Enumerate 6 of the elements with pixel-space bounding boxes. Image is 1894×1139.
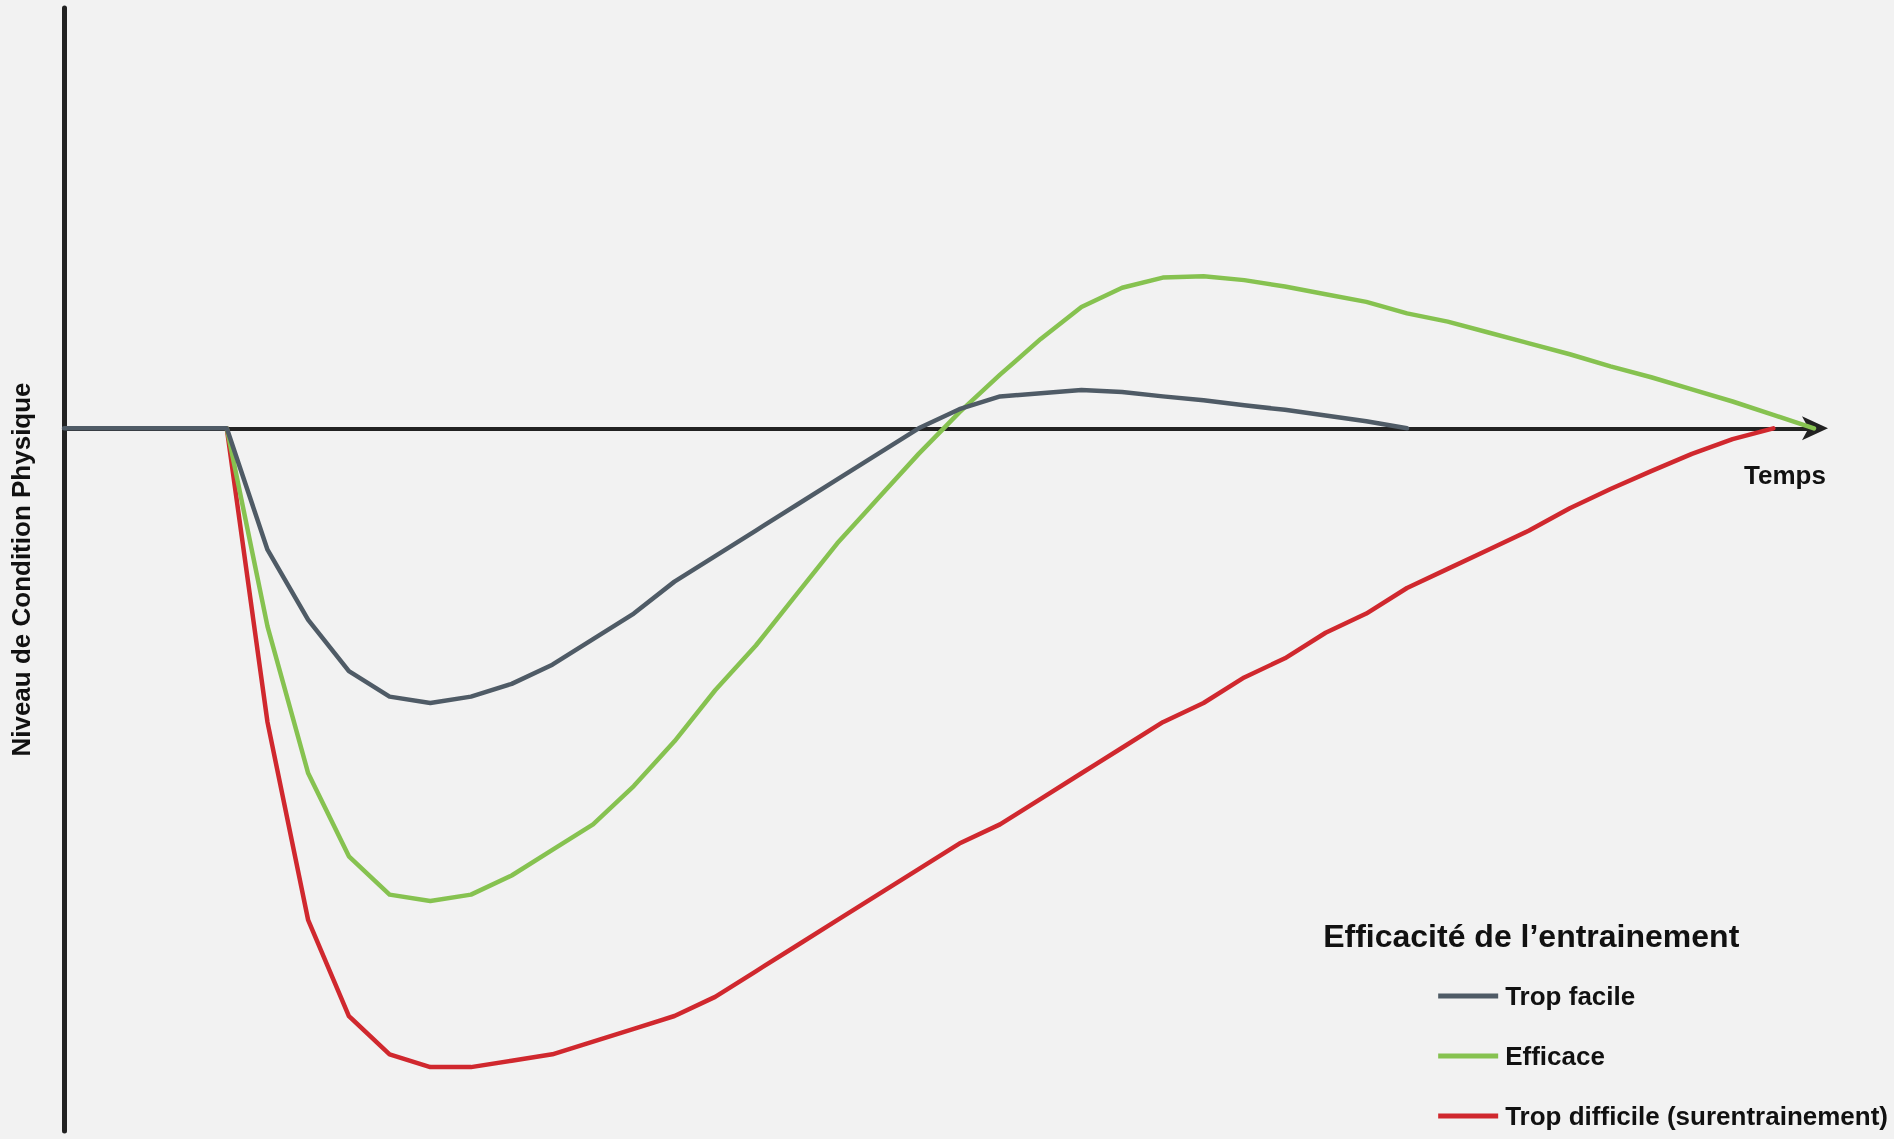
legend-label: Efficace [1505, 1041, 1605, 1071]
legend-label: Trop facile [1505, 981, 1636, 1011]
legend-label: Trop difficile (surentrainement) [1505, 1101, 1888, 1131]
legend-title: Efficacité de l’entrainement [1323, 918, 1740, 954]
x-axis-title: Temps [1744, 460, 1826, 491]
y-axis-title: Niveau de Condition Physique [6, 382, 36, 757]
